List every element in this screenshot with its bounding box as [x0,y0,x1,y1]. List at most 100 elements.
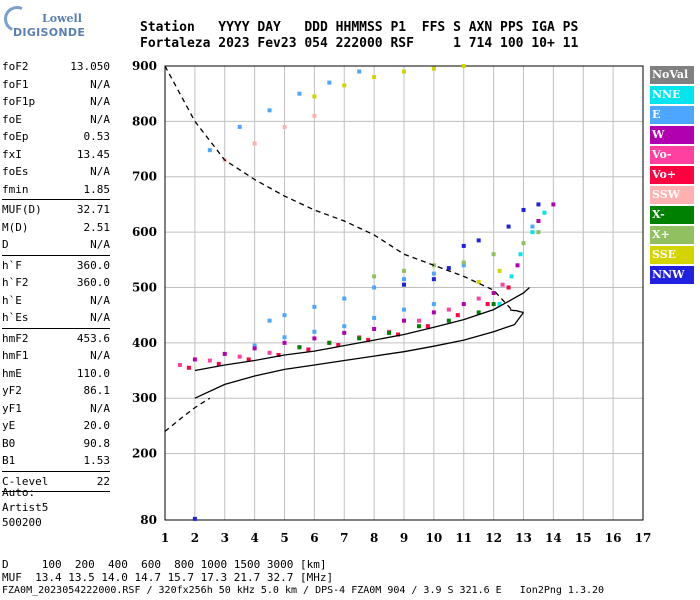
param-row: M(D) 2.51 [2,219,110,237]
y-tick-label: 300 [132,391,157,405]
param-name: foF1 [2,77,29,91]
data-point [312,113,317,118]
data-point [455,313,460,318]
param-row: foF1p N/A [2,93,110,111]
lowell-logo: Lowell DIGISONDE [0,2,85,44]
data-point [342,296,347,301]
data-point [327,80,332,85]
data-point [431,66,436,71]
data-point [357,336,362,341]
data-point [192,357,197,362]
data-point [431,277,436,282]
polarization-legend: NoVal NNE E W Vo- Vo+ SSW X- X+ SSE NNW [650,66,694,286]
data-point [500,282,505,287]
footer-muf-row: MUF 13.4 13.5 14.0 14.7 15.7 17.3 21.7 3… [2,571,334,584]
param-row: MUF(D) 32.71 [2,201,110,219]
param-value: N/A [90,77,110,91]
legend-item: Vo+ [650,166,694,184]
auto-line3: 500200 [2,516,42,529]
legend-item: NNW [650,266,694,284]
data-point [476,310,481,315]
data-point [536,202,541,207]
param-name: foEs [2,165,29,178]
param-name: yE [2,419,16,432]
y-tick-label: 600 [132,225,157,239]
x-tick-label: 15 [575,531,592,545]
logo-line1: Lowell [42,12,82,25]
data-point [372,274,377,279]
param-row: D N/A [2,236,110,254]
legend-item: NoVal [650,66,694,84]
param-separator [2,491,110,492]
param-name: h`E [2,293,22,307]
footer-source-row: FZA0M_2023054222000.RSF / 320fx256h 50 k… [2,585,605,596]
param-name: yF1 [2,401,22,415]
data-point [342,324,347,329]
data-point [282,124,287,129]
data-point [372,326,377,331]
x-tick-label: 2 [191,531,199,545]
param-value: 13.45 [76,147,110,161]
data-point [536,230,541,235]
param-row: h`Es N/A [2,309,110,327]
series-line [194,287,530,372]
param-value: 86.1 [83,384,111,397]
legend-item: X+ [650,226,694,244]
param-row: foF1 N/A [2,76,110,94]
param-row: B0 90.8 [2,435,110,453]
data-point [282,335,287,340]
data-point [509,274,514,279]
y-tick-label: 500 [132,280,157,294]
data-point [446,318,451,323]
data-point [402,282,406,287]
data-point [446,307,451,312]
x-tick-label: 16 [605,531,622,545]
data-point [282,340,287,345]
data-point [431,310,436,315]
y-tick-label: 700 [132,170,157,184]
series-line [164,397,211,432]
param-name: hmF2 [2,331,29,345]
x-tick-label: 4 [250,531,258,545]
param-value: 453.6 [76,331,110,345]
data-point [387,330,392,335]
param-value: 110.0 [76,366,110,380]
data-point [416,324,421,329]
param-separator [2,199,110,200]
param-row: foEs N/A [2,163,110,181]
data-point [252,346,257,351]
param-row: yE 20.0 [2,417,110,435]
data-point [506,224,511,229]
x-tick-label: 5 [280,531,288,545]
x-tick-label: 14 [545,531,562,545]
x-tick-label: 7 [340,531,348,545]
data-point [521,207,526,212]
auto-line1: Auto: [2,486,36,499]
param-row: hmF2 453.6 [2,330,110,348]
data-point [461,302,466,307]
param-value: N/A [90,112,110,126]
data-point [461,260,466,265]
param-name: h`Es [2,311,29,324]
data-point [497,268,502,273]
data-point [267,318,272,323]
param-value: 13.050 [70,60,110,73]
data-point [485,302,490,307]
data-point [497,302,502,307]
y-tick-label: 900 [132,59,157,73]
param-value: 20.0 [83,419,111,432]
data-point [402,277,406,282]
data-point [506,285,511,290]
data-point [521,241,526,246]
station-header: Station YYYY DAY DDD HHMMSS P1 FFS S AXN… [140,20,578,52]
data-point [396,332,401,337]
param-row: foF2 13.050 [2,58,110,76]
param-value: 1.85 [83,182,111,196]
param-row: hmF1 N/A [2,347,110,365]
data-point [222,351,227,356]
param-value: 32.71 [76,203,110,216]
header-line1: Station YYYY DAY DDD HHMMSS P1 FFS S AXN… [140,20,579,35]
data-point [491,302,496,307]
data-point [476,279,481,284]
